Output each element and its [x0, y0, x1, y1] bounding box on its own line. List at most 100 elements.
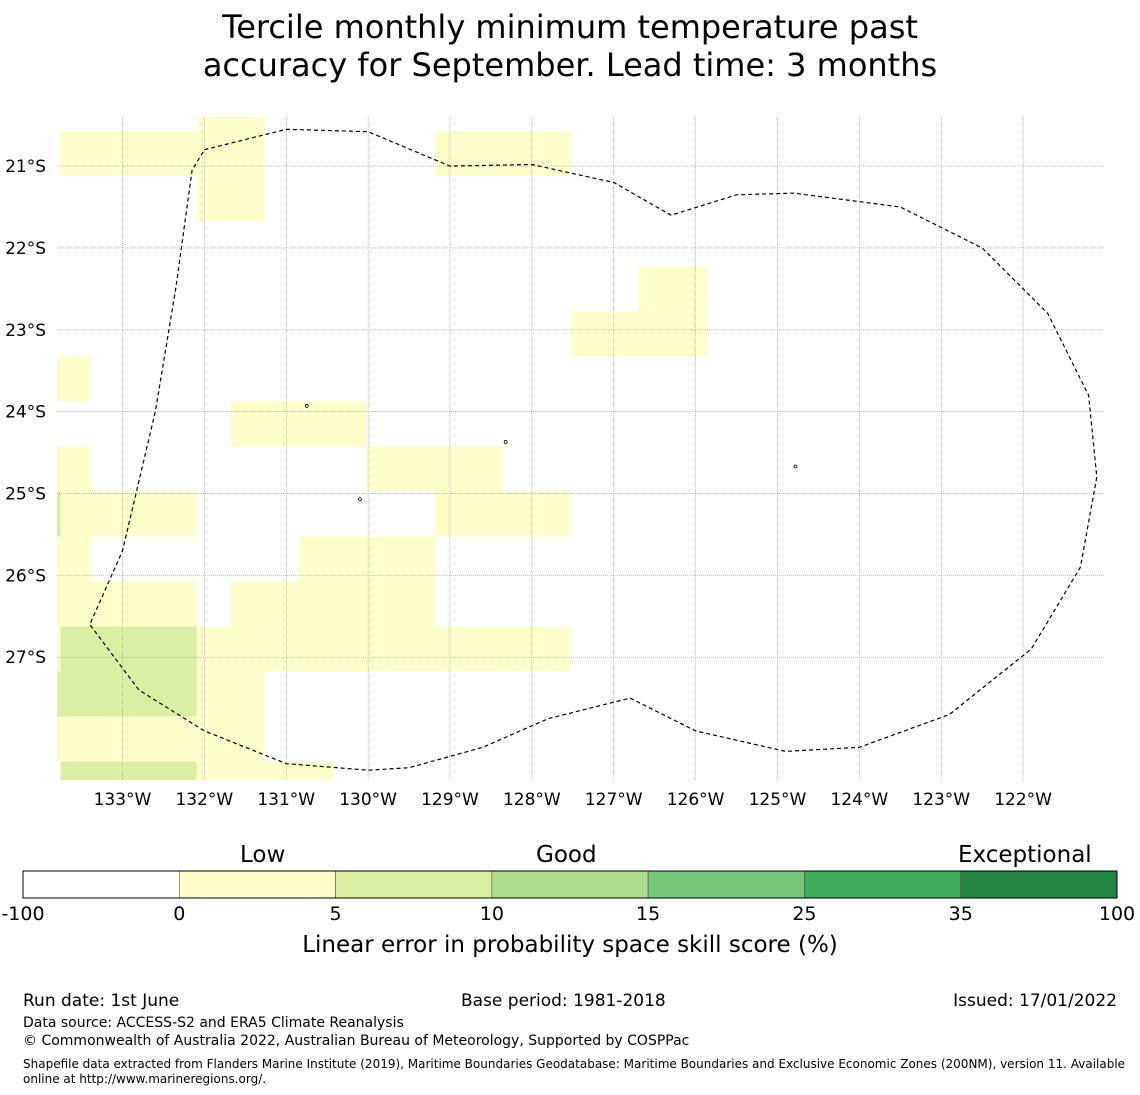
skill-cell-18 [128, 491, 197, 537]
skill-cell-32 [128, 626, 197, 672]
lat-tick-label: 22°S [5, 239, 46, 259]
copyright: © Commonwealth of Australia 2022, Austra… [23, 1033, 690, 1049]
lon-tick-label: 125°W [749, 790, 807, 810]
colorbar-label-low: Low [240, 842, 286, 868]
skill-cell-11 [230, 401, 300, 447]
colorbar-axis-label: Linear error in probability space skill … [302, 932, 838, 958]
skill-cell-7 [638, 266, 707, 312]
colorbar-tick-label: 35 [949, 903, 973, 925]
skill-cell-47 [60, 761, 129, 780]
skill-cells-layer [57, 117, 707, 780]
skill-cell-31 [60, 626, 129, 672]
shapefile-credit: Shapefile data extracted from Flanders M… [23, 1057, 1126, 1086]
skill-cell-36 [366, 626, 435, 672]
island-1 [503, 440, 508, 444]
lat-tick-label: 23°S [5, 321, 46, 341]
skill-cell-28 [298, 581, 368, 627]
colorbar-segment-3 [491, 870, 649, 899]
issued-date: Issued: 17/01/2022 [953, 991, 1117, 1011]
lon-tick-label: 131°W [257, 790, 315, 810]
run-date: Run date: 1st June [23, 991, 180, 1011]
colorbar-segment-4 [647, 870, 805, 899]
lon-tick-label: 129°W [421, 790, 479, 810]
island-2 [793, 464, 798, 469]
lat-tick-label: 21°S [5, 157, 46, 177]
colorbar-segment-5 [804, 870, 962, 899]
skill-cell-14 [366, 446, 435, 492]
skill-cell-38 [502, 626, 571, 672]
tick-labels-layer: 133°W 132°W 131°W 130°W 129°W 128°W 127°W 126°W… [5, 157, 1052, 810]
skill-cell-48 [128, 761, 197, 780]
base-period: Base period: 1981-2018 [461, 991, 666, 1011]
eez-boundary [89, 128, 1098, 771]
skill-cell-20 [502, 491, 571, 537]
skill-cell-6 [502, 131, 571, 177]
lon-tick-label: 124°W [830, 790, 888, 810]
lon-tick-label: 127°W [585, 790, 643, 810]
skill-cell-49 [196, 761, 265, 780]
colorbar-tick-label: -100 [1, 903, 44, 925]
skill-cell-0 [60, 131, 129, 177]
lat-tick-label: 27°S [5, 648, 46, 668]
skill-cell-44 [60, 716, 129, 762]
skill-cell-25 [60, 581, 129, 627]
lon-tick-label: 128°W [503, 790, 561, 810]
colorbar-segment-1 [178, 870, 336, 899]
skill-cell-4 [196, 176, 265, 222]
skill-cell-46 [196, 716, 265, 762]
colorbar-tick-label: 15 [636, 903, 660, 925]
skill-cell-29 [366, 581, 435, 627]
colorbar-segment-0 [22, 870, 180, 899]
skill-cell-33 [196, 626, 265, 672]
lon-tick-label: 132°W [175, 790, 233, 810]
colorbar-tick-label: 10 [480, 903, 504, 925]
lat-tick-label: 26°S [5, 566, 46, 586]
skill-cell-8 [570, 311, 639, 357]
skill-cell-3 [196, 117, 265, 132]
skill-cell-21 [57, 536, 92, 582]
islands-layer [304, 404, 798, 502]
skill-cell-35 [298, 626, 368, 672]
lat-tick-label: 25°S [5, 485, 46, 505]
lon-tick-label: 122°W [994, 790, 1052, 810]
skill-cell-50 [264, 761, 333, 780]
skill-cell-26 [128, 581, 197, 627]
colorbar-segment-2 [335, 870, 493, 899]
skill-cell-42 [196, 671, 265, 717]
skill-cell-5 [434, 131, 503, 177]
lon-tick-label: 133°W [94, 790, 152, 810]
skill-cell-17 [60, 491, 129, 537]
skill-cell-15 [434, 446, 503, 492]
skill-cell-40 [60, 671, 129, 717]
skill-cell-22 [298, 536, 368, 582]
lat-tick-label: 24°S [5, 403, 46, 423]
skill-cell-23 [366, 536, 435, 582]
skill-cell-1 [128, 131, 197, 177]
title-line-2: accuracy for September. Lead time: 3 mon… [202, 46, 938, 84]
colorbar-tick-label: 5 [330, 903, 342, 925]
colorbar-segment-6 [960, 870, 1118, 899]
colorbar-label-exceptional: Exceptional [958, 842, 1092, 868]
colorbar-frame [22, 870, 1118, 899]
skill-cell-13 [57, 446, 92, 492]
skill-cell-2 [196, 131, 265, 177]
skill-cell-45 [128, 716, 197, 762]
skill-cell-37 [434, 626, 503, 672]
map-title: Tercile monthly minimum temperature past… [0, 8, 1140, 84]
graticule-layer [57, 117, 1105, 780]
skill-cell-19 [434, 491, 503, 537]
skill-cell-12 [298, 401, 368, 447]
lon-tick-label: 130°W [339, 790, 397, 810]
skill-cell-9 [638, 311, 707, 357]
island-0 [304, 404, 309, 408]
lon-tick-label: 126°W [667, 790, 725, 810]
colorbar-tick-label: 25 [792, 903, 816, 925]
colorbar: -100 0 5 10 15 25 35 100 [1, 870, 1135, 925]
title-line-1: Tercile monthly minimum temperature past [222, 8, 918, 46]
skill-cell-41 [128, 671, 197, 717]
skill-cell-10 [57, 356, 92, 402]
skill-cell-27 [230, 581, 300, 627]
island-3 [358, 497, 362, 502]
colorbar-tick-label: 100 [1099, 903, 1135, 925]
